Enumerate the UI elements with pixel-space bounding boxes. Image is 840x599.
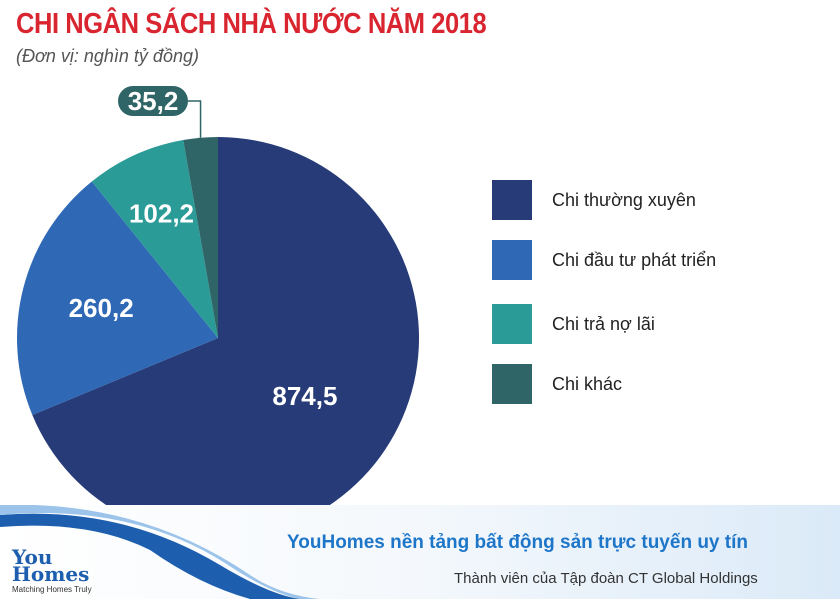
callout-line [188, 100, 202, 138]
slice-value-label: 874,5 [272, 381, 337, 411]
slice-value-label: 102,2 [129, 199, 194, 229]
legend-swatch [492, 180, 532, 220]
youhomes-logo: You Homes Matching Homes Truly [12, 545, 92, 594]
chart-title: CHI NGÂN SÁCH NHÀ NƯỚC NĂM 2018 [16, 8, 487, 40]
footer-member: Thành viên của Tập đoàn CT Global Holdin… [454, 570, 758, 587]
legend-swatch [492, 364, 532, 404]
chart-subtitle: (Đơn vị: nghìn tỷ đồng) [16, 46, 199, 66]
legend-item-chi-khac: Chi khác [492, 364, 622, 404]
footer-swoosh [0, 505, 320, 599]
legend-swatch [492, 240, 532, 280]
footer-slogan: YouHomes nền tảng bất động sản trực tuyế… [287, 532, 748, 553]
legend-item-chi-thuong-xuyen: Chi thường xuyên [492, 180, 696, 220]
legend-label: Chi khác [552, 373, 623, 394]
legend-label: Chi đầu tư phát triển [552, 249, 717, 270]
logo-tagline: Matching Homes Truly [12, 585, 92, 594]
pie-slice-2 [91, 140, 218, 338]
pie-slice-3 [183, 137, 218, 338]
legend-item-chi-tra-no-lai: Chi trả nợ lãi [492, 304, 655, 344]
slice-value-label: 35,2 [128, 86, 179, 116]
callout-badge [118, 86, 188, 116]
legend-label: Chi trả nợ lãi [552, 313, 655, 334]
pie-slice-1 [16, 181, 218, 415]
legend-item-chi-dau-tu: Chi đầu tư phát triển [492, 240, 716, 280]
footer-banner [0, 505, 840, 599]
pie-slice-0 [32, 137, 419, 539]
slice-value-label: 260,2 [69, 293, 134, 323]
legend-label: Chi thường xuyên [552, 189, 696, 210]
legend-swatch [492, 304, 532, 344]
